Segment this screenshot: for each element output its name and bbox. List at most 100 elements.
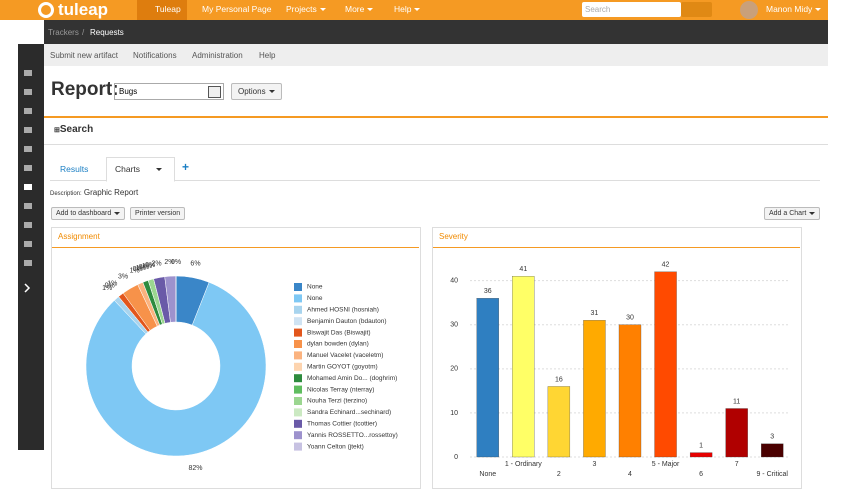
tab-active[interactable] — [106, 157, 175, 182]
breadcrumb[interactable]: Trackers — [48, 28, 79, 37]
tab-rule — [50, 180, 820, 181]
search-title: Search — [59, 124, 94, 135]
value-label: 30 — [626, 315, 634, 322]
bar — [618, 324, 642, 458]
search-button[interactable] — [681, 2, 712, 17]
select-arrow — [208, 86, 221, 98]
nav-item[interactable]: My Personal Page — [202, 4, 272, 14]
options-button[interactable]: Options — [231, 83, 282, 100]
description: Description: Graphic Report — [50, 188, 138, 197]
value-label: 42 — [662, 262, 670, 269]
x-tick-label: 7 — [735, 461, 739, 468]
legend-label: None — [307, 284, 323, 291]
tab[interactable]: Charts — [115, 164, 163, 174]
slice-label: 3% — [118, 273, 128, 280]
search-input[interactable]: Search — [582, 2, 681, 17]
panel-title: Assignment — [58, 232, 100, 241]
x-tick-label: 3 — [592, 461, 596, 468]
avatar[interactable] — [740, 1, 758, 19]
bar — [476, 298, 499, 458]
legend-swatch — [294, 431, 302, 440]
value-label: 36 — [484, 288, 492, 295]
nav-text: Help — [394, 4, 412, 14]
sub-nav-item[interactable]: Notifications — [133, 51, 177, 60]
pie-chart: 6% None 82% None 1% Ahmed HOSNI (hosniah) 0% Be… — [85, 259, 398, 472]
user-name: Manon Midy — [766, 4, 813, 14]
legend-swatch — [294, 442, 302, 451]
logo[interactable]: tuleap — [58, 0, 109, 19]
x-tick-label: 1 - Ordinary — [505, 461, 542, 468]
slice-label: 2% — [151, 261, 161, 268]
legend-label: Yannis ROSSETTO...rossettoy) — [307, 432, 398, 439]
pie-slice — [85, 281, 267, 457]
slice-label: 0% — [139, 264, 149, 271]
search-bottom — [44, 144, 828, 145]
report-select[interactable]: Bugs — [114, 83, 224, 100]
panel-rule — [433, 247, 800, 248]
legend-swatch — [294, 340, 302, 348]
legend-swatch — [294, 305, 302, 314]
slice-label: 0% — [133, 266, 143, 273]
nav-item[interactable]: Projects — [286, 4, 326, 14]
legend-label: Biswajit Das (Biswajit) — [307, 329, 371, 336]
value-label: 3 — [770, 434, 774, 441]
button-text: Add a Chart — [769, 210, 807, 217]
legend-swatch — [294, 408, 302, 417]
legend-label: Mohamed Amin Do... (doghrim) — [307, 375, 397, 382]
sub-nav — [44, 44, 828, 66]
x-tick-label: 5 - Major — [652, 461, 680, 468]
search-toggle[interactable]: ⊞Search — [54, 124, 94, 135]
value-label: 31 — [591, 310, 599, 317]
slice-label: 1% — [102, 285, 112, 292]
tab-text: Charts — [115, 164, 141, 174]
nav-item[interactable]: More — [345, 4, 374, 14]
slice-label: 0% — [171, 259, 181, 266]
tab[interactable]: Results — [60, 164, 89, 174]
logo-icon — [38, 2, 54, 18]
legend-label: Yoann Celton (jtekt) — [307, 443, 364, 450]
legend-label: Manuel Vacelet (vaceletm) — [307, 352, 383, 359]
slice-label: 6% — [190, 261, 200, 268]
button[interactable]: Add a Chart — [764, 207, 821, 220]
user-menu[interactable]: Manon Midy — [766, 4, 822, 14]
bar — [512, 276, 535, 458]
nav-item[interactable]: Help — [394, 4, 421, 14]
nav-item[interactable]: Tuleap — [155, 4, 181, 14]
slice-label: 1% — [107, 281, 117, 288]
legend-label: Nicolas Terray (nterray) — [307, 386, 374, 393]
sub-nav-item[interactable]: Submit new artifact — [50, 51, 119, 60]
sub-nav-item[interactable]: Help — [259, 51, 276, 60]
y-tick-label: 40 — [450, 277, 458, 284]
active-nav-bg — [137, 0, 187, 20]
breadcrumb-bar — [44, 20, 828, 44]
sub-nav-item[interactable]: Administration — [192, 51, 243, 60]
button-text: Add to dashboard — [56, 210, 112, 217]
sidebar-icons — [24, 70, 32, 293]
nav-text: More — [345, 4, 365, 14]
x-tick-label: 6 — [699, 471, 703, 478]
legend-label: Sandra Echinard...sechinard) — [307, 409, 391, 416]
value-label: 16 — [555, 376, 563, 383]
description-text: Graphic Report — [83, 188, 139, 197]
slice-label: 2% — [164, 259, 174, 266]
button[interactable]: Printer version — [130, 207, 186, 220]
bar — [689, 452, 713, 458]
breadcrumb[interactable]: Requests — [90, 28, 124, 37]
panel-title: Severity — [439, 232, 468, 241]
bar — [547, 386, 571, 458]
legend-label: Martin GOYOT (goyotm) — [307, 364, 378, 371]
x-tick-label: 4 — [628, 471, 632, 478]
y-tick-label: 20 — [450, 366, 458, 373]
y-tick-label: 0 — [454, 454, 458, 461]
y-tick-label: 30 — [450, 322, 458, 329]
slice-label: 1% — [136, 265, 146, 272]
value-label: 11 — [733, 398, 740, 405]
legend-swatch — [294, 294, 302, 303]
legend-swatch — [294, 419, 302, 428]
add-tab[interactable]: + — [182, 160, 190, 174]
legend-label: Nouha Terzi (terzino) — [307, 398, 367, 405]
button[interactable]: Add to dashboard — [51, 207, 126, 220]
slice-label: 1% — [130, 267, 140, 274]
panel-rule — [52, 247, 419, 248]
